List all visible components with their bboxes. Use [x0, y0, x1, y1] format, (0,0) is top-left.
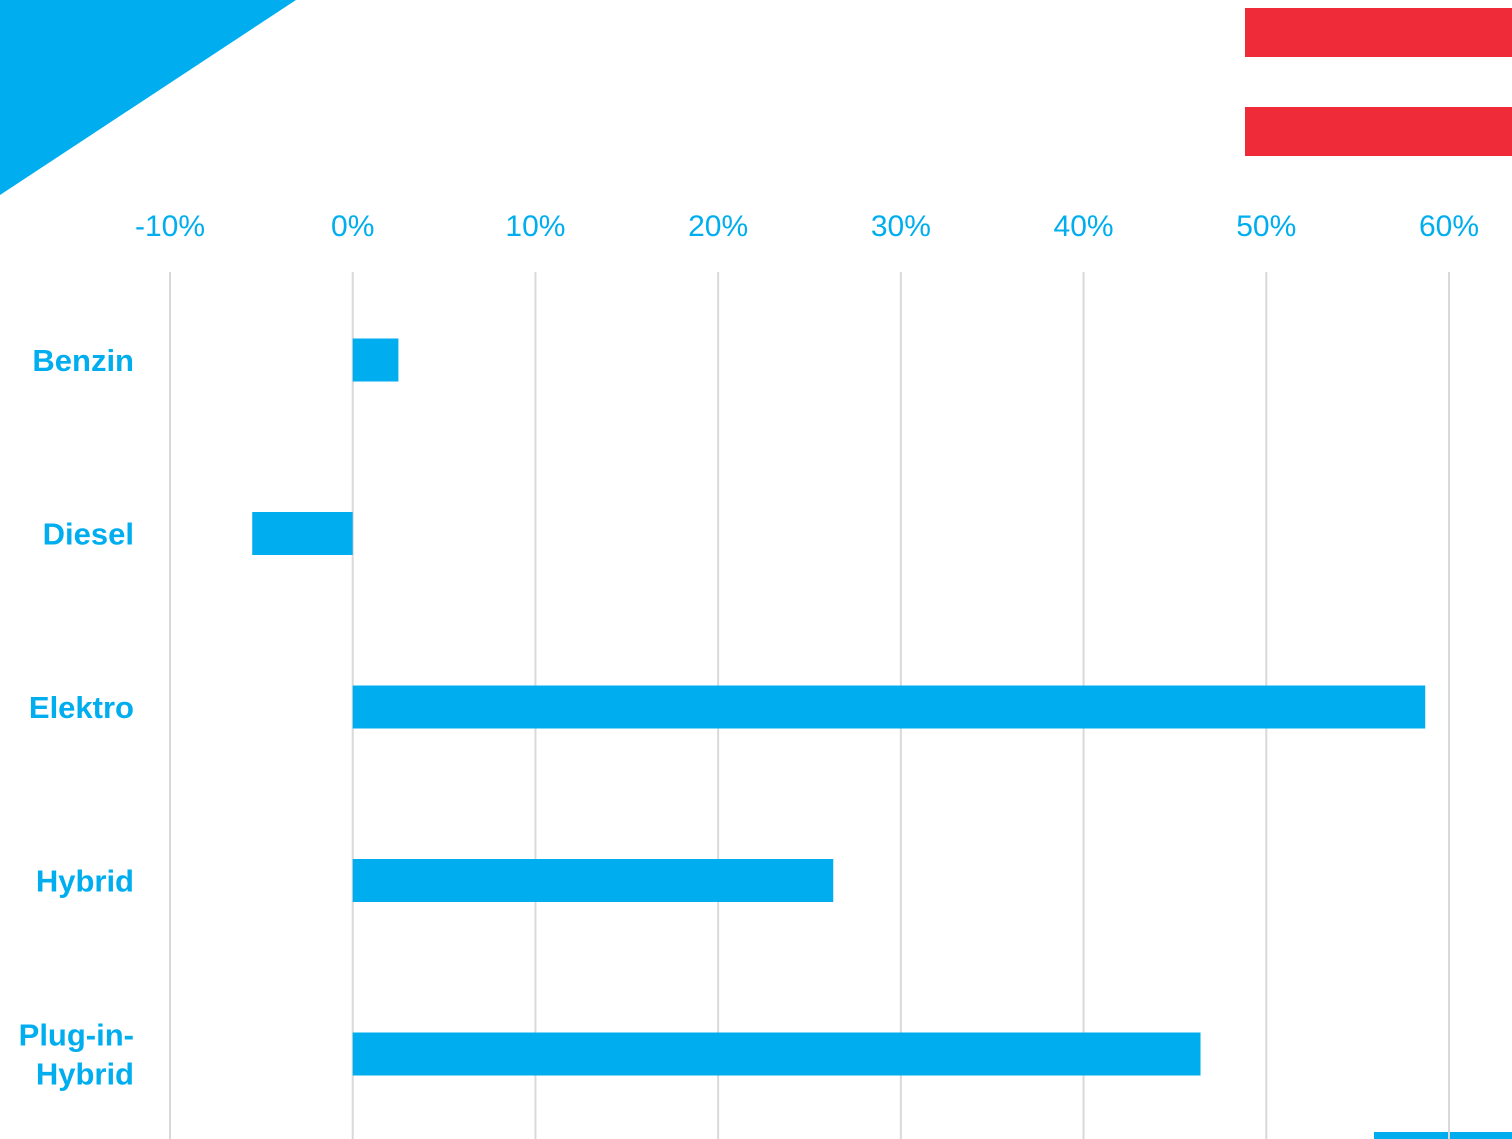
bar-elektro	[353, 686, 1426, 729]
x-tick-label-7: 60%	[1419, 210, 1479, 243]
x-tick-label-5: 40%	[1054, 210, 1114, 243]
category-label-3: Hybrid	[36, 864, 134, 899]
x-tick-label-2: 10%	[505, 210, 565, 243]
category-label-2: Elektro	[29, 690, 134, 725]
x-tick-label-0: -10%	[135, 210, 205, 243]
category-label-0: Benzin	[32, 343, 134, 378]
flag-stripe-top	[1245, 8, 1512, 57]
x-tick-labels: -10% 0% 10% 20% 30% 40% 50% 60%	[135, 210, 1479, 243]
blue-bar-fragment	[1374, 1132, 1512, 1139]
category-label-4: Plug-in-Hybrid	[19, 1018, 134, 1092]
x-tick-label-6: 50%	[1236, 210, 1296, 243]
x-tick-label-4: 30%	[871, 210, 931, 243]
bars	[252, 339, 1425, 1076]
bar-plug-in-hybrid	[353, 1033, 1201, 1076]
flag-stripe-bottom	[1245, 107, 1512, 156]
x-tick-label-3: 20%	[688, 210, 748, 243]
blue-triangle-decoration	[0, 0, 296, 195]
bar-diesel	[252, 512, 352, 555]
bar-hybrid	[353, 859, 834, 902]
x-tick-label-1: 0%	[331, 210, 374, 243]
category-label-1: Diesel	[43, 517, 134, 552]
category-labels: Benzin Diesel Elektro Hybrid Plug-in-Hybrid	[19, 343, 134, 1092]
bar-benzin	[353, 339, 399, 382]
